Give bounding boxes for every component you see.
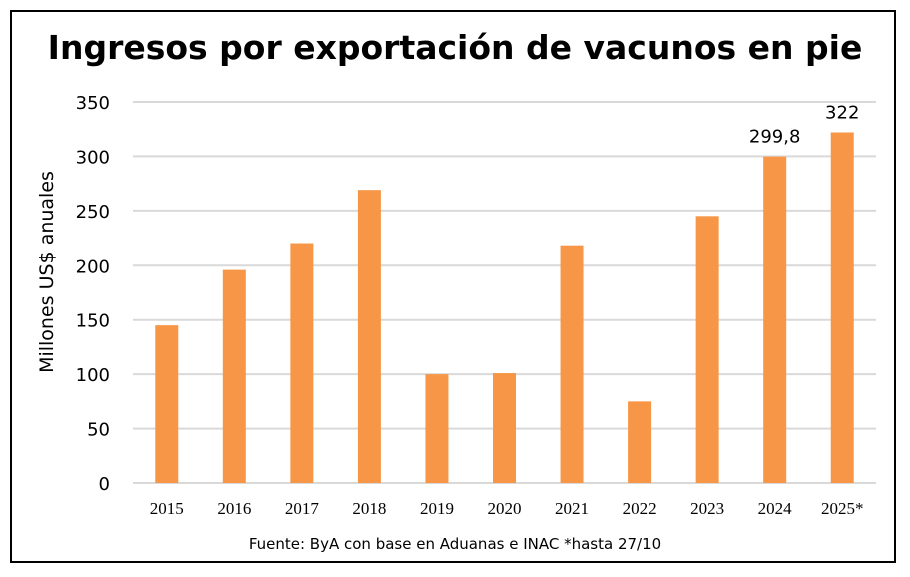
bar-2021	[560, 245, 584, 483]
y-tick-label: 150	[76, 311, 110, 332]
bar-2015	[155, 325, 179, 483]
bar-2016	[222, 269, 246, 483]
chart-title: Ingresos por exportación de vacunos en p…	[47, 28, 863, 67]
y-tick-label: 0	[99, 474, 110, 495]
y-tick-label: 100	[76, 365, 110, 386]
y-tick-labels: 0 50 100 150 200 250 300 350	[76, 93, 110, 495]
x-tick-labels: 2015 2016 2017 2018 2019 2020 2021 2022 2023 2024…	[150, 499, 864, 518]
x-tick-label: 2020	[488, 499, 522, 518]
x-tick-label: 2024	[758, 499, 793, 518]
data-labels: 299,8 322	[749, 102, 859, 147]
source-note: Fuente: ByA con base en Aduanas e INAC *…	[248, 535, 662, 553]
y-tick-label: 250	[76, 202, 110, 223]
x-tick-label: 2022	[623, 499, 657, 518]
y-tick-label: 350	[76, 93, 110, 114]
data-label: 322	[825, 102, 859, 123]
bar-2022	[628, 401, 652, 483]
bar-2017	[290, 243, 314, 483]
x-tick-label: 2019	[420, 499, 454, 518]
y-tick-label: 300	[76, 147, 110, 168]
x-tick-label: 2018	[352, 499, 386, 518]
bar-2025	[830, 132, 854, 484]
bar-2024	[763, 156, 787, 483]
bar-2019	[425, 374, 449, 483]
y-tick-label: 200	[76, 256, 110, 277]
x-tick-label: 2016	[217, 499, 251, 518]
data-label: 299,8	[749, 127, 801, 148]
x-tick-label: 2025*	[821, 499, 864, 518]
x-tick-label: 2023	[690, 499, 724, 518]
bar-2020	[493, 373, 516, 483]
x-tick-label: 2015	[150, 499, 184, 518]
bars	[155, 132, 854, 484]
y-tick-label: 50	[87, 420, 110, 441]
x-tick-label: 2021	[555, 499, 589, 518]
bar-2023	[695, 216, 719, 484]
x-tick-label: 2017	[285, 499, 320, 518]
bar-2018	[357, 190, 381, 483]
